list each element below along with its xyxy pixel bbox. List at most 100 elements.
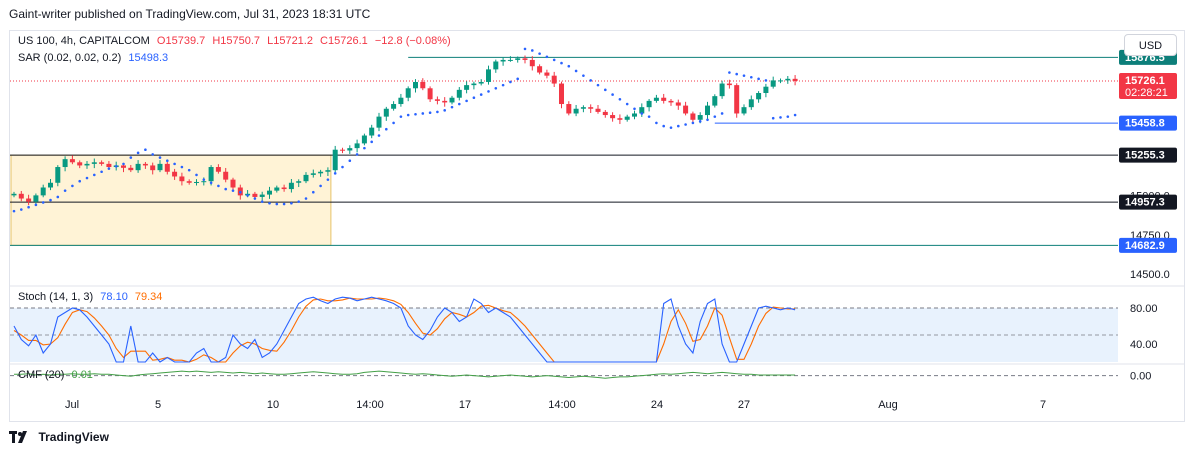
chart-frame [9,30,1185,422]
open-value: O15739.7 [156,35,206,47]
sar-dot [786,115,790,118]
sar-dot [370,140,374,144]
candle-body [471,83,477,86]
candle-body [624,116,630,120]
close-value: C15726.1 [320,35,368,47]
candle-body [785,78,791,81]
change-value: −12.8 (−0.08%) [374,35,451,47]
sar-dot [567,64,571,68]
candle-body [33,195,39,202]
cmf-axis-tick: 0.00 [1130,371,1151,383]
symbol-label[interactable]: US 100, 4h, CAPITALCOM [18,35,150,47]
cmf-line [14,370,796,379]
consolidation-zone [10,154,332,246]
price-label-box [1119,73,1177,100]
sar-dot [633,107,636,111]
sar-dot [49,198,52,202]
candle-body [215,167,221,172]
sar-dot [750,75,753,79]
sar-dot [793,113,797,117]
candle-body [515,58,521,60]
sar-dot [698,120,702,123]
sar-dot [268,201,271,205]
sar-dot [757,77,760,81]
candle-body [106,163,112,168]
candle-body [340,149,345,151]
candle-body [252,193,258,197]
sar-dot [71,184,74,188]
price-label-text: 14957.3 [1125,197,1165,209]
candle-body [675,102,681,106]
stoch-label[interactable]: Stoch (14, 1, 3) [18,291,94,303]
price-label-box [1119,115,1177,131]
sar-dot [173,162,176,166]
candle-body [55,167,61,183]
sar-dot [691,121,695,125]
sar-dot [618,98,622,101]
candle-body [661,97,667,101]
sar-dot [209,181,213,185]
sar-dot [589,79,592,82]
sar-dot [531,49,534,52]
sar-dot [560,61,563,65]
candle-body [62,159,68,168]
footer-brand: TradingView [9,428,109,446]
sar-dot [428,111,432,114]
candle-body [566,104,572,114]
candle-body [712,96,718,106]
sar-dot [771,116,775,120]
candle-body [208,167,214,182]
stoch-k-line [13,296,796,363]
sar-dot [640,112,644,115]
sar-dot [764,79,768,82]
candle-body [405,88,411,98]
candle-body [442,100,448,103]
sar-dot [713,115,717,118]
candle-body [792,78,798,82]
sar-legend: SAR (0.02, 0.02, 0.2) 15498.3 [18,52,172,64]
candle-body [449,97,455,103]
sar-dot [720,112,724,115]
sar-dot [202,178,206,181]
candle-body [726,83,732,86]
sar-dot [166,159,169,163]
price-label-box [1119,194,1177,210]
sar-dot [545,55,549,59]
sar-dot [304,197,308,200]
candle-body [383,108,389,117]
sar-dot [465,99,468,103]
sar-dot [472,96,476,100]
candle-body [719,83,725,97]
sar-dot [377,134,381,137]
candle-body [121,165,126,168]
sar-dot [596,83,600,87]
publish-header: Gaint-writer published on TradingView.co… [0,0,1195,30]
time-axis-tick: 24 [651,399,663,411]
candle-body [559,83,564,105]
sar-dot [129,156,133,159]
candle-body [376,116,382,128]
sar-dot [27,205,30,209]
candle-body [91,162,97,164]
price-label-text: 14682.9 [1125,240,1165,252]
sar-dot [348,159,352,163]
time-axis-tick: 5 [155,399,161,411]
sar-dot [246,194,249,197]
candle-body [172,171,178,177]
candle-body [179,176,185,182]
sar-dot [180,165,184,169]
cmf-label[interactable]: CMF (20) [18,369,65,381]
candle-body [164,163,170,172]
candle-body [486,69,491,82]
candle-body [398,97,404,105]
sar-label[interactable]: SAR (0.02, 0.02, 0.2) [18,52,122,64]
sar-dot [107,167,111,170]
sar-dot [494,86,498,90]
candle-body [186,181,192,183]
currency-button[interactable]: USD [1124,34,1177,56]
candle-body [40,187,46,196]
price-label-box [1119,237,1177,253]
sar-dot [187,168,191,172]
price-label-text: 15255.3 [1125,150,1165,162]
